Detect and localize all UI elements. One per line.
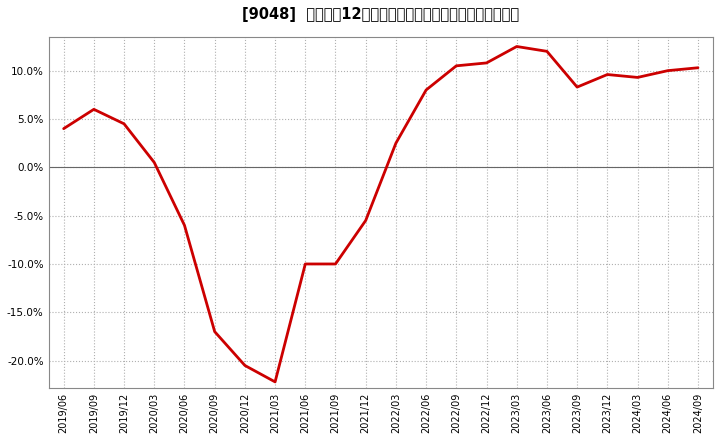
Title: [9048]  売上高の12か月移動合計の対前年同期増減率の推移: [9048] 売上高の12か月移動合計の対前年同期増減率の推移 (242, 7, 519, 22)
